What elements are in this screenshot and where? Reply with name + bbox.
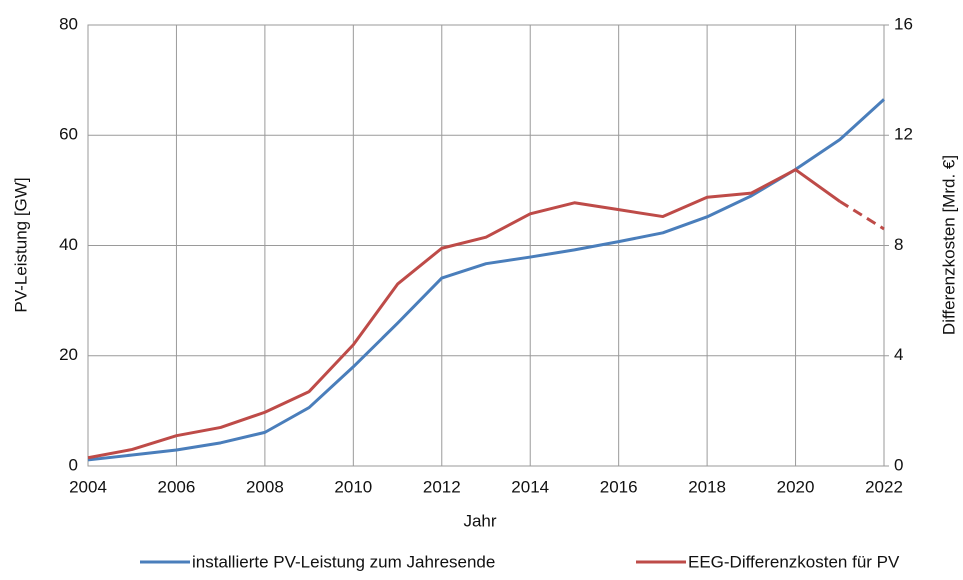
x-tick-label: 2016 <box>600 477 638 496</box>
y2-tick-label: 0 <box>894 455 903 474</box>
x-tick-label: 2014 <box>511 477 549 496</box>
x-tick-label: 2020 <box>777 477 815 496</box>
y2-axis-label: Differenzkosten [Mrd. €] <box>939 155 958 335</box>
y2-tick-label: 4 <box>894 345 903 364</box>
x-tick-label: 2022 <box>865 477 903 496</box>
y-tick-label: 0 <box>69 455 78 474</box>
x-tick-label: 2004 <box>69 477 107 496</box>
y-tick-label: 20 <box>59 345 78 364</box>
x-tick-label: 2010 <box>334 477 372 496</box>
x-axis-label: Jahr <box>463 511 496 530</box>
y-tick-label: 80 <box>59 14 78 33</box>
legend-label: EEG-Differenzkosten für PV <box>688 552 900 571</box>
legend-label: installierte PV-Leistung zum Jahresende <box>192 552 495 571</box>
x-tick-label: 2006 <box>158 477 196 496</box>
x-tick-label: 2018 <box>688 477 726 496</box>
x-tick-label: 2012 <box>423 477 461 496</box>
y2-tick-label: 12 <box>894 125 913 144</box>
series-line-dashed <box>838 200 885 231</box>
plot-border <box>87 24 885 467</box>
y-tick-label: 40 <box>59 235 78 254</box>
y-tick-label: 60 <box>59 125 78 144</box>
x-tick-label: 2008 <box>246 477 284 496</box>
y2-tick-label: 8 <box>894 235 903 254</box>
y2-tick-label: 16 <box>894 14 913 33</box>
series-line <box>87 98 886 462</box>
y-axis-label: PV-Leistung [GW] <box>11 177 30 312</box>
series-line <box>87 168 841 460</box>
